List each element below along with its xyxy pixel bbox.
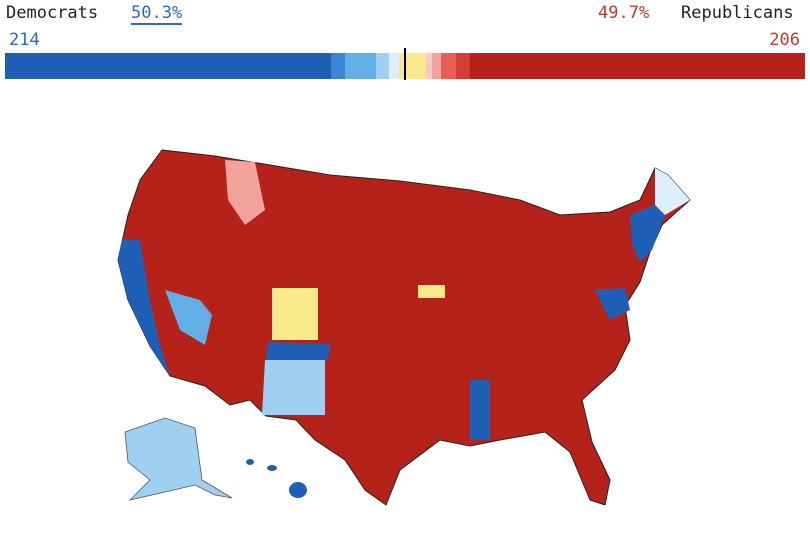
region bbox=[655, 168, 690, 215]
region bbox=[595, 288, 630, 320]
seat-segment bbox=[345, 53, 377, 79]
seat-segment bbox=[376, 53, 390, 79]
hawaii bbox=[267, 465, 277, 471]
seat-segment bbox=[470, 53, 805, 79]
alaska bbox=[124, 417, 233, 501]
rep-seats: 206 bbox=[769, 30, 800, 50]
seat-segment bbox=[398, 53, 427, 79]
region bbox=[266, 342, 330, 360]
us-map bbox=[117, 149, 691, 506]
region bbox=[118, 240, 170, 376]
region bbox=[630, 205, 665, 262]
hawaii bbox=[289, 482, 307, 498]
dem-label: Democrats bbox=[6, 3, 99, 23]
seat-segment bbox=[455, 53, 471, 79]
seat-segment bbox=[330, 53, 346, 79]
region bbox=[262, 360, 325, 415]
dem-seats: 214 bbox=[9, 30, 40, 50]
seat-segment bbox=[426, 53, 432, 79]
seat-segment bbox=[389, 53, 399, 79]
seat-segment bbox=[440, 53, 456, 79]
hawaii bbox=[246, 459, 254, 465]
seat-segment bbox=[431, 53, 441, 79]
majority-line bbox=[404, 48, 406, 80]
region bbox=[470, 380, 490, 440]
region bbox=[165, 290, 212, 345]
region bbox=[418, 285, 445, 298]
region bbox=[225, 160, 265, 225]
rep-label: Republicans bbox=[681, 3, 794, 23]
region bbox=[272, 288, 318, 340]
dem-pct: 50.3% bbox=[131, 3, 183, 25]
seat-segment bbox=[5, 53, 331, 79]
rep-pct: 49.7% bbox=[598, 3, 650, 23]
seat-bar bbox=[5, 53, 805, 79]
